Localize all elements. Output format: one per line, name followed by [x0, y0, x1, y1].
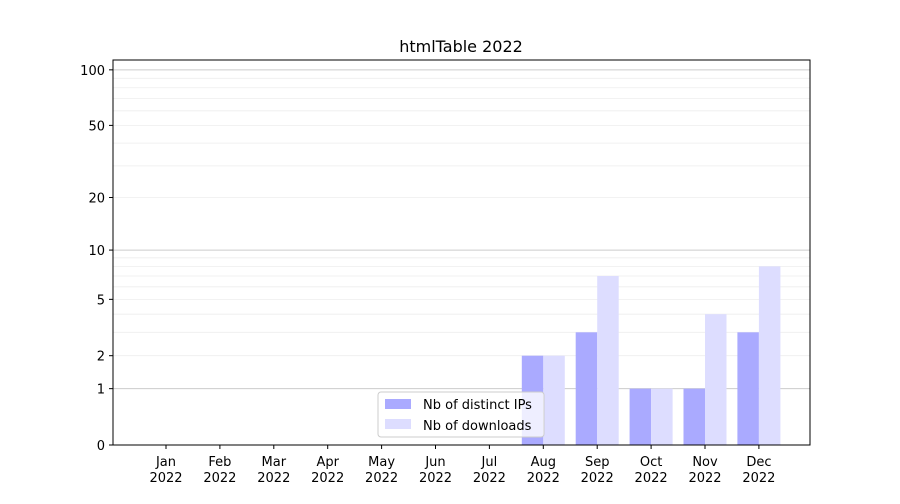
legend: Nb of distinct IPs Nb of downloads	[377, 391, 545, 438]
legend-label-downloads: Nb of downloads	[423, 419, 532, 434]
bar-downloads	[651, 388, 673, 445]
bar-ips	[737, 332, 759, 445]
bar-ips	[575, 332, 598, 445]
y-tick-label: 50	[88, 119, 105, 134]
y-tick-label: 0	[97, 439, 105, 454]
bars	[521, 266, 781, 445]
x-tick-label: Sep 2022	[581, 455, 614, 486]
chart-title: htmlTable 2022	[399, 37, 523, 56]
x-tick-label: Aug 2022	[527, 455, 560, 486]
x-tick-label: Apr 2022	[311, 455, 344, 486]
x-tick-label: Nov 2022	[688, 455, 721, 486]
y-tick-label: 2	[97, 350, 105, 365]
x-tick-label: Jul 2022	[473, 455, 506, 486]
bar-ips	[629, 388, 652, 445]
x-axis: Jan 2022 Feb 2022 Mar 2022 Apr 2022 May 2022 Jun 20…	[149, 445, 775, 486]
x-tick-label: Dec 2022	[742, 455, 775, 486]
legend-swatch-ips	[385, 399, 411, 409]
bar-ips	[683, 388, 705, 445]
y-tick-label: 100	[80, 64, 105, 79]
bar-downloads	[597, 275, 619, 445]
y-tick-label: 20	[88, 192, 105, 207]
bar-downloads	[705, 314, 727, 445]
bar-downloads	[758, 266, 781, 445]
y-tick-label: 10	[88, 244, 105, 259]
plot-frame	[112, 59, 811, 446]
legend-box	[377, 391, 545, 438]
legend-swatch-downloads	[385, 419, 411, 429]
x-tick-label: Jun 2022	[419, 455, 452, 486]
x-tick-label: Oct 2022	[635, 455, 668, 486]
y-tick-label: 5	[97, 293, 105, 308]
x-tick-label: May 2022	[365, 455, 398, 486]
x-tick-label: Jan 2022	[149, 455, 182, 486]
bar-downloads	[543, 355, 565, 445]
x-tick-label: Mar 2022	[257, 455, 290, 486]
y-tick-label: 1	[97, 383, 105, 398]
x-tick-label: Feb 2022	[203, 455, 236, 486]
legend-label-ips: Nb of distinct IPs	[423, 398, 532, 413]
y-axis: 0 1 2 5 10 20 50 100	[80, 64, 113, 454]
grid-lines	[113, 69, 810, 390]
